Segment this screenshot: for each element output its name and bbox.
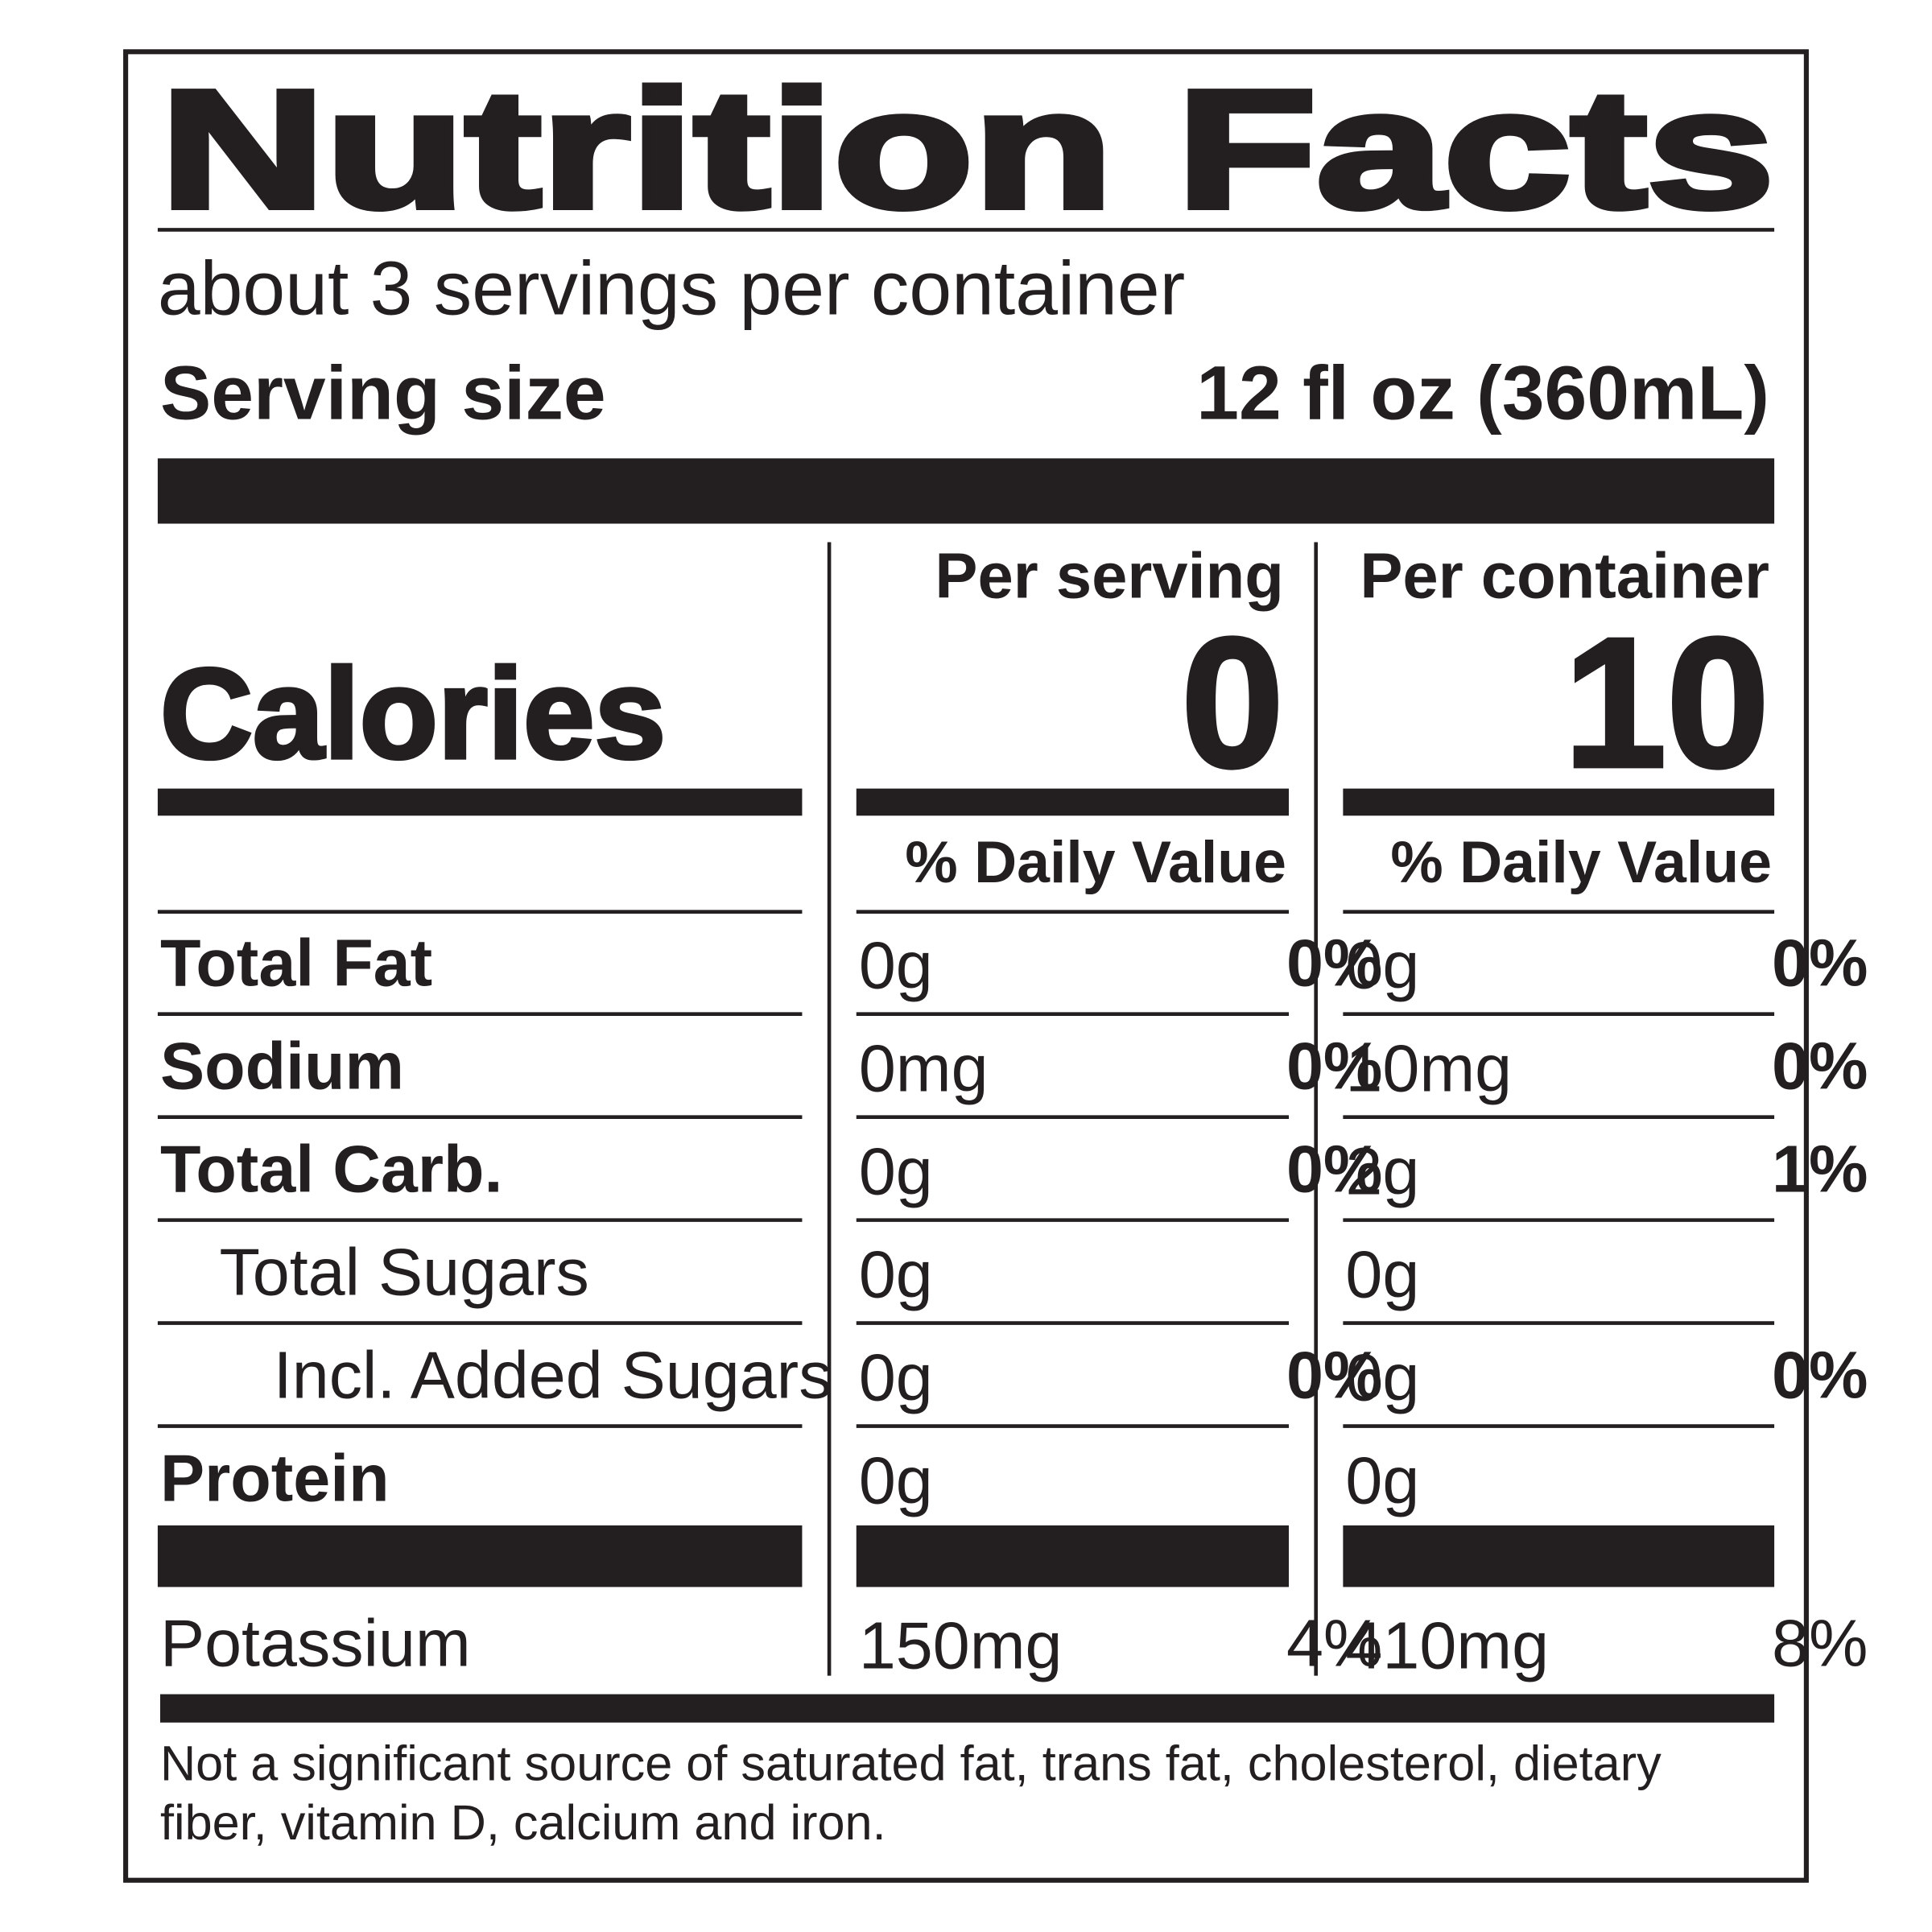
daily-value: 8% (1772, 1605, 1868, 1680)
calories-value: 0 (1181, 599, 1284, 806)
calories-value: 10 (1564, 599, 1769, 806)
amount: 0mg (859, 1031, 989, 1106)
daily-value: 0% (1286, 925, 1382, 1000)
section-bar (1343, 1525, 1775, 1587)
calories-bar (157, 788, 803, 816)
nutrient-name: Potassium (160, 1605, 471, 1680)
title: Nutrition Facts (160, 56, 1774, 243)
daily-value: 4% (1286, 1605, 1382, 1680)
amount: 0g (1345, 1443, 1419, 1517)
nutrient-name: Total Fat (160, 925, 432, 1000)
footnote-line: Not a significant source of saturated fa… (160, 1736, 1662, 1791)
daily-value: 0% (1286, 1028, 1382, 1103)
nutrient-name: Total Sugars (219, 1234, 588, 1309)
section-bar (157, 1525, 803, 1587)
title-rule (157, 228, 1775, 232)
amount: 0g (859, 1443, 933, 1517)
amount: 0g (859, 1133, 933, 1208)
serving-size-label: Serving size (160, 350, 606, 436)
amount: 0g (1345, 1236, 1419, 1311)
amount: 10mg (1345, 1031, 1512, 1106)
footnote-line: fiber, vitamin D, calcium and iron. (160, 1795, 886, 1850)
bottom-bar (159, 1694, 1775, 1723)
nutrient-name: Protein (160, 1440, 390, 1515)
daily-value-header: % Daily Value (1390, 828, 1772, 895)
amount: 410mg (1345, 1608, 1549, 1682)
amount: 0g (859, 1340, 933, 1414)
label-border (123, 49, 1809, 1883)
calories-bar (856, 788, 1290, 816)
daily-value: 0% (1286, 1337, 1382, 1412)
column-header: Per container (1360, 539, 1769, 611)
serving-size-value: 12 fl oz (360mL) (1196, 350, 1769, 436)
column-header: Per serving (935, 539, 1283, 611)
calories-label: Calories (160, 642, 666, 785)
thick-bar (157, 458, 1775, 524)
amount: 0g (859, 928, 933, 1003)
section-bar (856, 1525, 1290, 1587)
amount: 0g (1345, 928, 1419, 1003)
nutrient-name: Sodium (160, 1028, 404, 1103)
nutrient-name: Incl. Added Sugars (274, 1337, 832, 1412)
amount: 2g (1345, 1133, 1419, 1208)
amount: 150mg (859, 1608, 1063, 1682)
daily-value-header: % Daily Value (905, 828, 1286, 895)
nutrient-name: Total Carb. (160, 1131, 502, 1206)
amount: 0g (859, 1236, 933, 1311)
servings-per-container: about 3 servings per container (158, 246, 1185, 331)
daily-value: 0% (1772, 1028, 1868, 1103)
daily-value: 0% (1772, 1337, 1868, 1412)
daily-value: 1% (1772, 1131, 1868, 1206)
calories-bar (1343, 788, 1775, 816)
amount: 0g (1345, 1340, 1419, 1414)
daily-value: 0% (1286, 1131, 1382, 1206)
daily-value: 0% (1772, 925, 1868, 1000)
